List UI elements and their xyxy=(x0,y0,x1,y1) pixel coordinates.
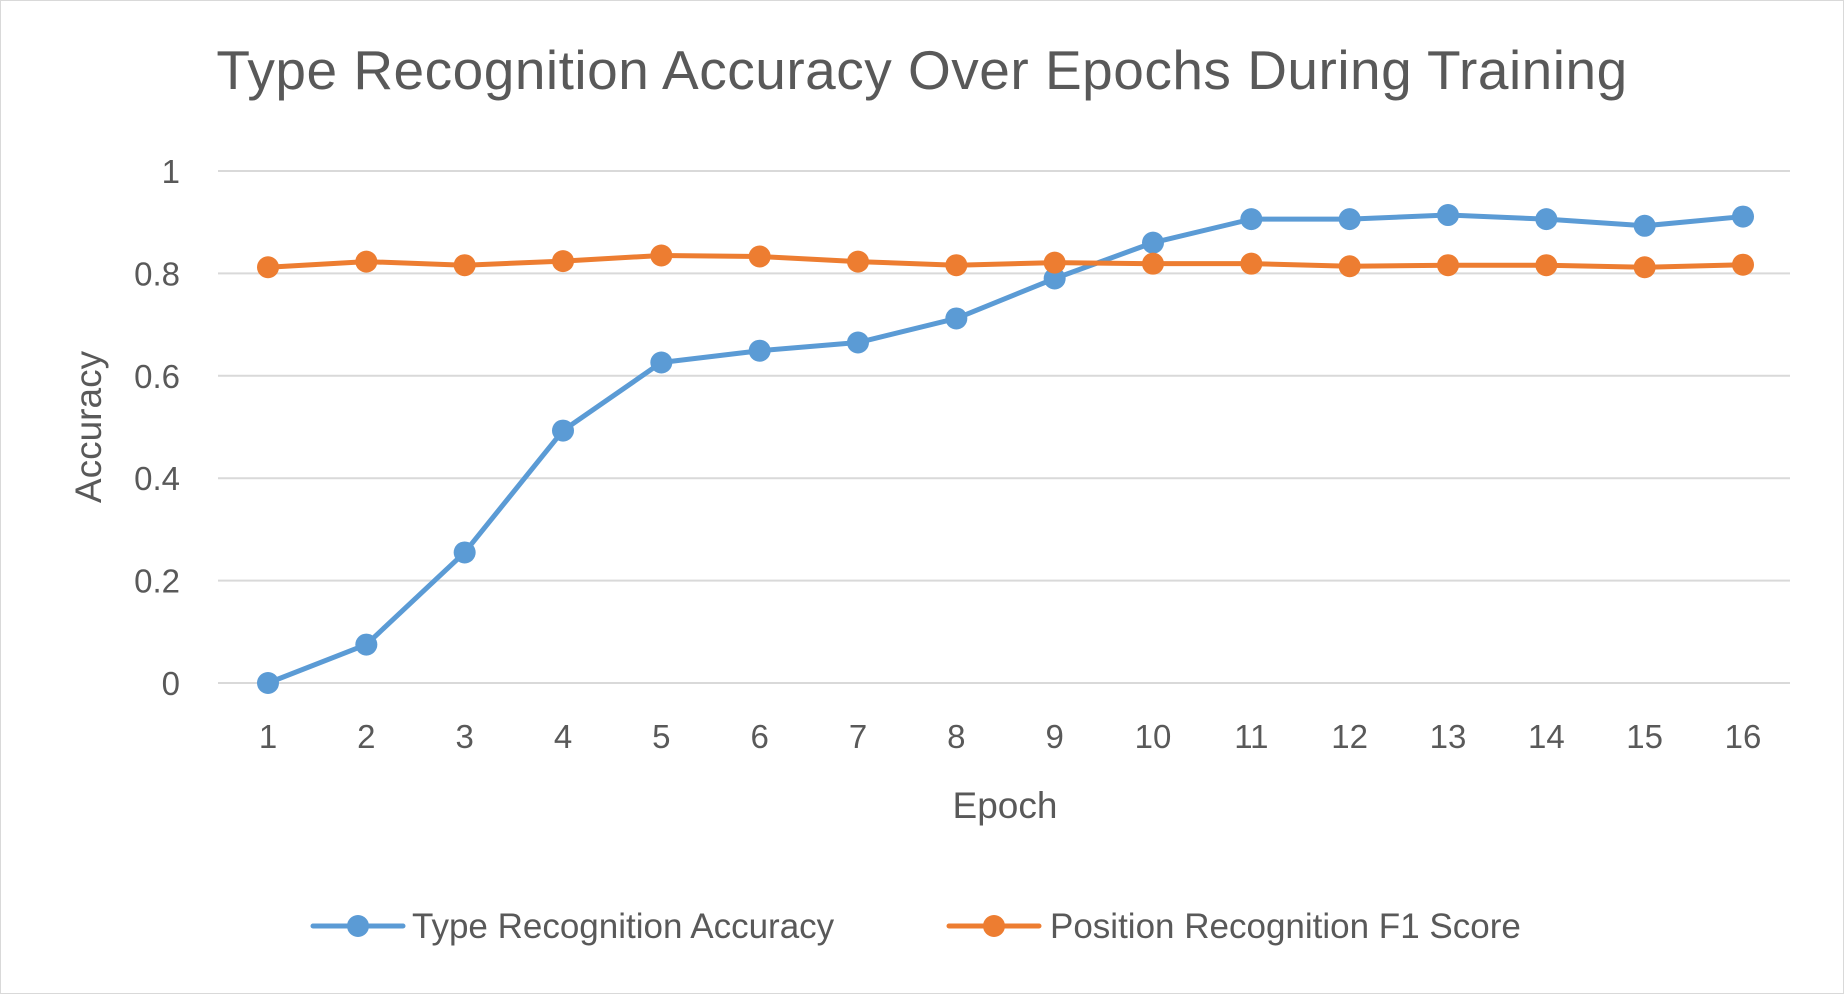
legend-item-1: Type Recognition Accuracy xyxy=(310,907,835,946)
series-2 xyxy=(257,244,1754,279)
legend-marker xyxy=(983,915,1005,937)
y-tick-label: 0.2 xyxy=(134,563,180,600)
x-tick-label: 4 xyxy=(554,718,572,755)
legend-item-2: Position Recognition F1 Score xyxy=(946,907,1521,946)
chart-title: Type Recognition Accuracy Over Epochs Du… xyxy=(216,39,1628,101)
data-point xyxy=(1535,208,1558,231)
data-point xyxy=(257,256,279,279)
x-tick-label: 7 xyxy=(849,718,867,755)
x-tick-label: 10 xyxy=(1135,718,1172,755)
data-point xyxy=(1732,205,1754,228)
x-tick-label: 15 xyxy=(1626,718,1663,755)
x-tick-label: 14 xyxy=(1528,718,1565,755)
data-point xyxy=(1338,255,1361,278)
data-point xyxy=(1043,251,1066,274)
x-tick-label: 5 xyxy=(652,718,670,755)
x-axis-title: Epoch xyxy=(953,785,1058,826)
legend-marker xyxy=(347,915,369,937)
y-axis-title: Accuracy xyxy=(68,350,109,503)
data-point xyxy=(945,254,968,277)
x-tick-label: 3 xyxy=(455,718,473,755)
data-point xyxy=(1633,214,1656,237)
x-tick-label: 11 xyxy=(1234,718,1268,755)
data-point xyxy=(1240,208,1263,231)
data-point xyxy=(1437,204,1459,227)
data-point xyxy=(847,250,869,273)
data-point xyxy=(1633,256,1656,279)
data-point xyxy=(847,331,869,354)
data-point xyxy=(355,633,378,656)
x-tick-label: 16 xyxy=(1725,718,1762,755)
y-axis-ticks: 0 0.2 0.4 0.6 0.8 1 xyxy=(134,153,180,702)
data-point xyxy=(1437,254,1459,277)
data-point xyxy=(1338,208,1361,231)
data-point xyxy=(650,351,673,374)
data-point xyxy=(552,419,574,442)
data-point xyxy=(1240,252,1263,275)
data-point xyxy=(453,254,476,277)
x-tick-label: 12 xyxy=(1331,718,1368,755)
y-tick-label: 0 xyxy=(162,665,180,702)
series-line xyxy=(265,212,1746,686)
data-point xyxy=(748,339,771,362)
x-axis-ticks: 1 2 3 4 5 6 7 8 9 10 11 12 13 14 15 16 xyxy=(259,718,1762,755)
x-tick-label: 9 xyxy=(1045,718,1063,755)
data-point xyxy=(748,245,771,268)
x-tick-label: 1 xyxy=(259,718,277,755)
y-tick-label: 0.6 xyxy=(134,358,180,395)
data-point xyxy=(1142,231,1164,254)
series-lines xyxy=(257,204,1754,694)
y-tick-label: 1 xyxy=(162,153,180,190)
gridlines xyxy=(218,170,1790,684)
x-tick-label: 13 xyxy=(1430,718,1467,755)
legend: Type Recognition Accuracy Position Recogn… xyxy=(310,907,1521,946)
data-point xyxy=(945,307,968,330)
data-point xyxy=(355,250,378,273)
data-point xyxy=(650,244,673,267)
data-point xyxy=(257,672,279,694)
data-point xyxy=(453,541,476,564)
data-point xyxy=(1732,253,1754,276)
data-point xyxy=(1535,254,1558,277)
x-tick-label: 2 xyxy=(357,718,375,755)
legend-label: Position Recognition F1 Score xyxy=(1050,907,1521,946)
data-point xyxy=(1142,252,1164,275)
x-tick-label: 6 xyxy=(750,718,768,755)
legend-label: Type Recognition Accuracy xyxy=(412,907,835,946)
series-1 xyxy=(257,204,1754,694)
y-tick-label: 0.8 xyxy=(134,255,180,292)
data-point xyxy=(552,250,574,273)
data-point xyxy=(1043,267,1066,290)
y-tick-label: 0.4 xyxy=(134,460,180,497)
series-line xyxy=(265,252,1746,270)
x-tick-label: 8 xyxy=(947,718,965,755)
